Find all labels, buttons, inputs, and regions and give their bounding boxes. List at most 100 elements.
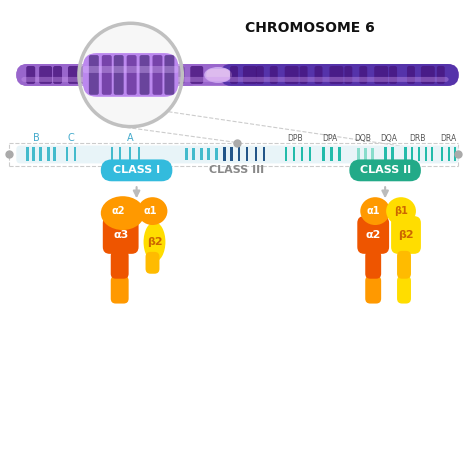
Circle shape	[79, 23, 182, 127]
Ellipse shape	[137, 197, 167, 225]
FancyBboxPatch shape	[153, 55, 163, 95]
FancyBboxPatch shape	[26, 66, 35, 84]
Bar	[185, 149, 188, 161]
Ellipse shape	[360, 197, 390, 225]
FancyBboxPatch shape	[111, 251, 128, 279]
FancyBboxPatch shape	[270, 66, 278, 84]
Text: α1: α1	[366, 206, 380, 216]
FancyBboxPatch shape	[158, 66, 172, 84]
FancyBboxPatch shape	[39, 66, 52, 84]
Ellipse shape	[204, 67, 232, 83]
FancyBboxPatch shape	[397, 251, 411, 279]
Bar	[301, 147, 303, 162]
FancyBboxPatch shape	[111, 276, 128, 303]
Text: DQA: DQA	[381, 134, 398, 143]
Bar	[47, 147, 50, 162]
Text: CLASS II: CLASS II	[360, 165, 410, 175]
Bar	[192, 149, 195, 161]
Bar	[384, 147, 387, 162]
Bar	[338, 147, 341, 162]
FancyBboxPatch shape	[175, 66, 184, 84]
FancyBboxPatch shape	[139, 55, 149, 95]
Bar	[441, 147, 443, 162]
Bar	[454, 147, 456, 162]
Text: DPB: DPB	[287, 134, 302, 143]
Bar	[364, 149, 367, 161]
FancyBboxPatch shape	[315, 66, 322, 84]
Bar	[238, 147, 240, 162]
Text: α2: α2	[365, 230, 381, 240]
Text: α2: α2	[112, 206, 126, 216]
Bar	[309, 147, 311, 162]
Bar	[26, 147, 29, 162]
FancyBboxPatch shape	[357, 216, 389, 254]
Bar	[322, 147, 325, 162]
FancyBboxPatch shape	[437, 66, 445, 84]
Bar	[431, 147, 433, 162]
FancyBboxPatch shape	[345, 66, 352, 84]
FancyBboxPatch shape	[21, 77, 449, 82]
Ellipse shape	[386, 197, 416, 225]
Text: β2: β2	[398, 230, 414, 240]
FancyBboxPatch shape	[146, 252, 159, 274]
Text: DRB: DRB	[409, 134, 425, 143]
Text: α3: α3	[113, 230, 128, 240]
FancyBboxPatch shape	[164, 55, 174, 95]
FancyBboxPatch shape	[83, 66, 178, 73]
Text: DQB: DQB	[354, 134, 371, 143]
Text: β2: β2	[146, 237, 162, 247]
FancyBboxPatch shape	[365, 276, 381, 303]
Text: CLASS III: CLASS III	[210, 165, 264, 175]
Bar	[118, 147, 121, 162]
FancyBboxPatch shape	[300, 66, 308, 84]
FancyBboxPatch shape	[89, 55, 99, 95]
FancyBboxPatch shape	[109, 66, 118, 84]
Text: α1: α1	[144, 206, 157, 216]
Ellipse shape	[101, 196, 145, 230]
Bar	[230, 147, 233, 162]
FancyBboxPatch shape	[101, 159, 173, 181]
Text: β1: β1	[394, 206, 408, 216]
Text: A: A	[128, 133, 134, 143]
Bar	[330, 147, 333, 162]
Bar	[137, 147, 140, 162]
Bar	[357, 149, 360, 161]
FancyBboxPatch shape	[103, 216, 138, 254]
FancyBboxPatch shape	[374, 66, 388, 84]
FancyBboxPatch shape	[407, 66, 415, 84]
FancyBboxPatch shape	[349, 159, 421, 181]
FancyBboxPatch shape	[190, 66, 203, 84]
FancyBboxPatch shape	[421, 66, 435, 84]
Text: DPA: DPA	[322, 134, 337, 143]
Bar	[215, 149, 218, 161]
Bar	[200, 149, 203, 161]
Bar	[285, 147, 287, 162]
FancyBboxPatch shape	[365, 251, 381, 279]
FancyBboxPatch shape	[16, 64, 200, 86]
Bar	[223, 147, 226, 162]
Bar	[418, 147, 420, 162]
Bar	[292, 147, 295, 162]
Text: CLASS I: CLASS I	[113, 165, 160, 175]
Bar	[411, 147, 413, 162]
Bar	[207, 149, 210, 161]
FancyBboxPatch shape	[102, 55, 112, 95]
FancyBboxPatch shape	[243, 66, 257, 84]
FancyBboxPatch shape	[141, 66, 149, 84]
FancyBboxPatch shape	[206, 69, 230, 81]
FancyBboxPatch shape	[123, 66, 136, 84]
Text: C: C	[68, 133, 74, 143]
Bar	[32, 147, 35, 162]
Bar	[391, 147, 393, 162]
Bar	[404, 147, 407, 162]
FancyBboxPatch shape	[391, 216, 421, 254]
FancyBboxPatch shape	[389, 66, 397, 84]
Bar	[246, 147, 248, 162]
FancyBboxPatch shape	[94, 66, 107, 84]
FancyBboxPatch shape	[16, 146, 459, 163]
FancyBboxPatch shape	[53, 66, 62, 84]
FancyBboxPatch shape	[230, 66, 238, 84]
FancyBboxPatch shape	[397, 276, 411, 303]
FancyBboxPatch shape	[83, 53, 178, 97]
Bar	[74, 147, 76, 162]
